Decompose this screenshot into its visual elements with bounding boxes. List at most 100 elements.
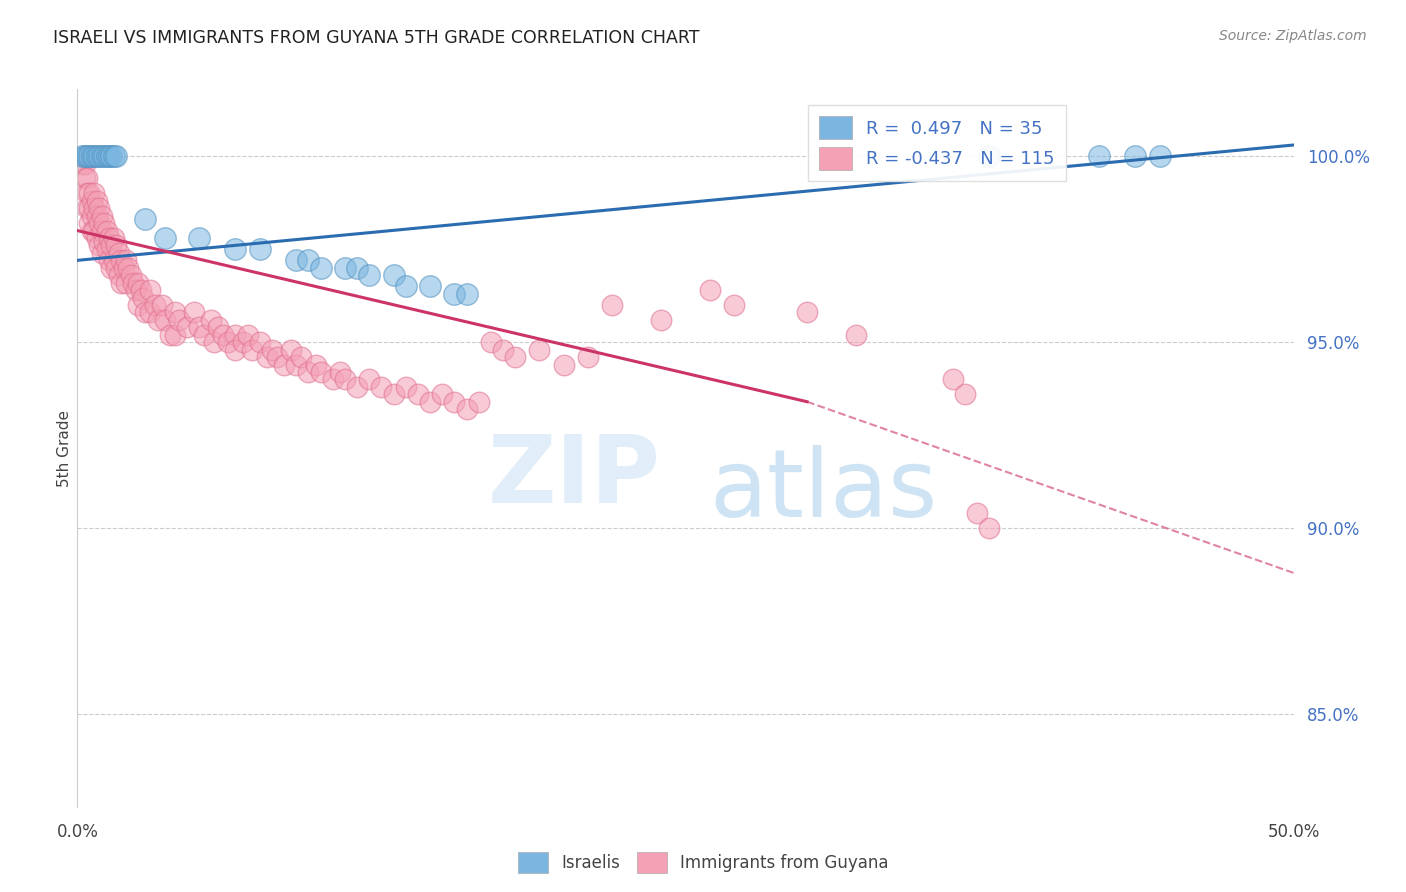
Point: [86, 194, 108, 208]
Point: [266, 350, 288, 364]
Point: [297, 253, 319, 268]
Point: [942, 372, 965, 386]
Point: [89, 201, 111, 215]
Point: [70, 149, 93, 163]
Point: [110, 276, 132, 290]
Point: [382, 268, 405, 283]
Point: [796, 305, 818, 319]
Point: [89, 149, 111, 163]
Point: [309, 365, 332, 379]
Point: [280, 343, 302, 357]
Point: [650, 313, 672, 327]
Point: [139, 305, 162, 319]
Point: [845, 327, 868, 342]
Point: [503, 350, 526, 364]
Point: [112, 260, 135, 275]
Point: [1125, 149, 1147, 163]
Point: [76, 201, 98, 215]
Point: [236, 327, 259, 342]
Point: [90, 149, 112, 163]
Point: [395, 279, 418, 293]
Point: [329, 365, 352, 379]
Point: [443, 286, 465, 301]
Point: [602, 298, 624, 312]
Point: [297, 365, 319, 379]
Text: ISRAELI VS IMMIGRANTS FROM GUYANA 5TH GRADE CORRELATION CHART: ISRAELI VS IMMIGRANTS FROM GUYANA 5TH GR…: [53, 29, 700, 46]
Point: [90, 223, 112, 237]
Point: [97, 253, 120, 268]
Point: [93, 149, 115, 163]
Point: [83, 149, 105, 163]
Point: [285, 253, 308, 268]
Point: [346, 380, 368, 394]
Point: [188, 231, 211, 245]
Point: [83, 223, 105, 237]
Point: [107, 268, 129, 283]
Point: [105, 238, 128, 252]
Point: [207, 320, 229, 334]
Point: [97, 149, 120, 163]
Point: [419, 279, 441, 293]
Point: [107, 246, 129, 260]
Point: [260, 343, 283, 357]
Point: [249, 242, 271, 256]
Text: ZIP: ZIP: [488, 431, 661, 523]
Point: [953, 387, 976, 401]
Y-axis label: 5th Grade: 5th Grade: [56, 409, 72, 487]
Point: [134, 305, 156, 319]
Point: [224, 242, 246, 256]
Point: [979, 521, 1001, 535]
Point: [105, 149, 128, 163]
Point: [382, 387, 405, 401]
Point: [188, 320, 211, 334]
Point: [86, 209, 108, 223]
Point: [159, 327, 181, 342]
Point: [89, 238, 111, 252]
Point: [359, 268, 381, 283]
Point: [699, 283, 721, 297]
Point: [100, 149, 122, 163]
Point: [134, 212, 156, 227]
Point: [370, 380, 392, 394]
Point: [86, 231, 108, 245]
Point: [430, 387, 453, 401]
Point: [79, 186, 101, 201]
Point: [80, 209, 103, 223]
Legend: R =  0.497   N = 35, R = -0.437   N = 115: R = 0.497 N = 35, R = -0.437 N = 115: [808, 105, 1066, 181]
Point: [79, 149, 101, 163]
Point: [129, 283, 152, 297]
Point: [143, 298, 166, 312]
Text: atlas: atlas: [710, 445, 938, 537]
Point: [193, 327, 215, 342]
Point: [1088, 149, 1111, 163]
Point: [132, 291, 155, 305]
Point: [80, 223, 103, 237]
Point: [322, 372, 344, 386]
Point: [96, 242, 118, 256]
Point: [305, 358, 328, 372]
Point: [333, 260, 356, 275]
Point: [290, 350, 312, 364]
Point: [183, 305, 205, 319]
Point: [139, 283, 162, 297]
Point: [492, 343, 515, 357]
Point: [273, 358, 295, 372]
Point: [966, 506, 988, 520]
Point: [100, 260, 122, 275]
Point: [346, 260, 368, 275]
Point: [529, 343, 551, 357]
Point: [127, 276, 149, 290]
Point: [90, 246, 112, 260]
Point: [200, 313, 222, 327]
Point: [103, 149, 125, 163]
Point: [169, 313, 191, 327]
Point: [97, 231, 120, 245]
Point: [103, 253, 125, 268]
Point: [256, 350, 278, 364]
Point: [76, 149, 98, 163]
Point: [73, 149, 96, 163]
Point: [232, 335, 254, 350]
Point: [395, 380, 418, 394]
Point: [285, 358, 308, 372]
Point: [224, 343, 246, 357]
